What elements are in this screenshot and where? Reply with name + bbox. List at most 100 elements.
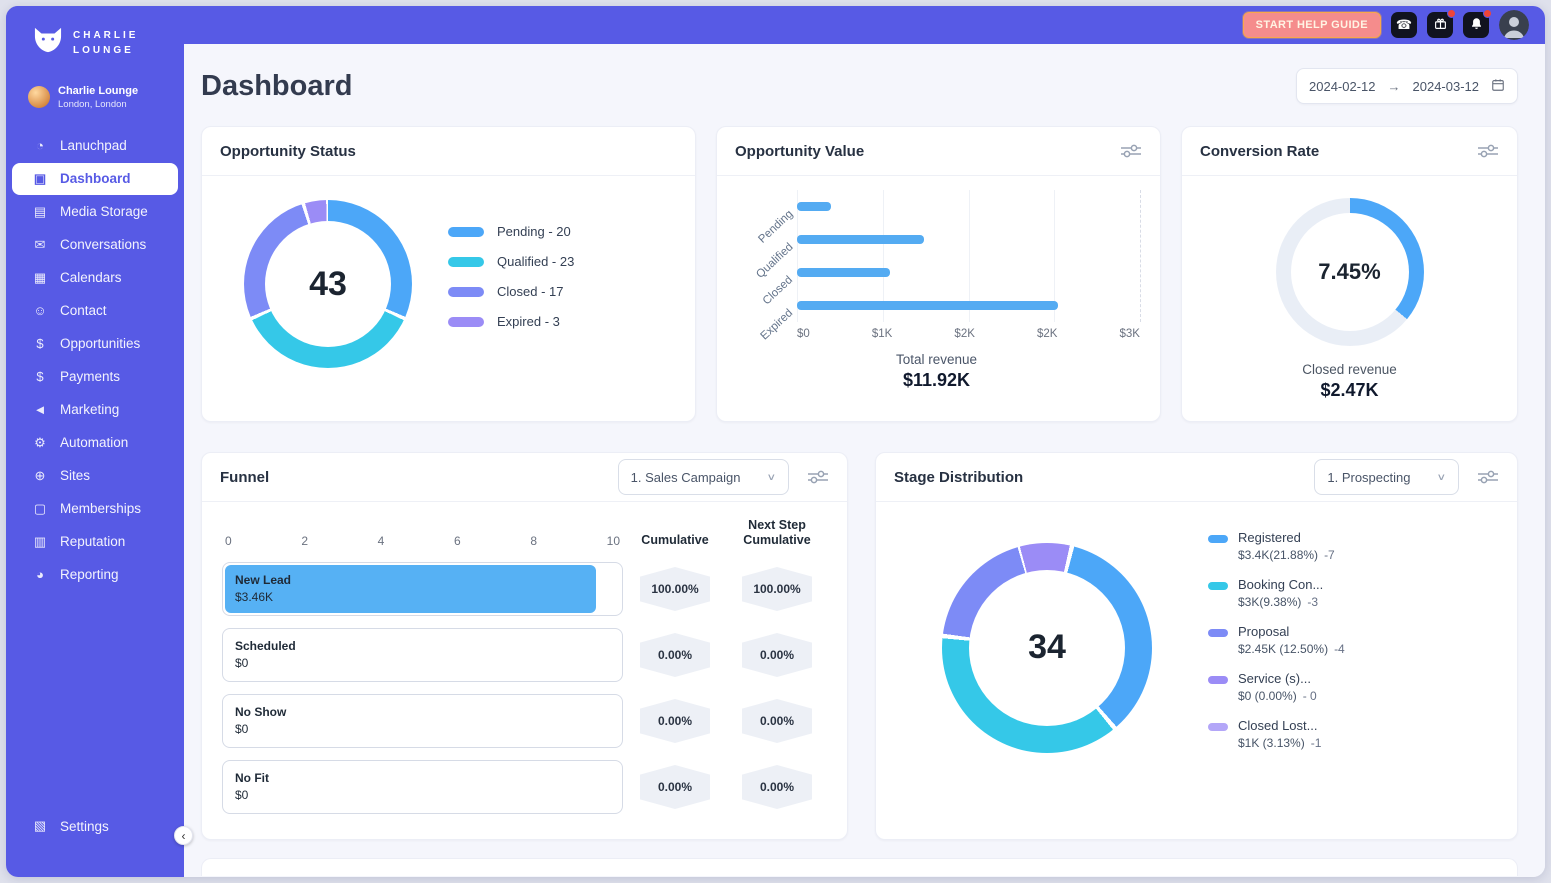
legend-count: -3 — [1307, 595, 1319, 609]
sidebar-item[interactable]: ▢ Memberships — [12, 493, 178, 525]
legend-value: $3.4K(21.88%) — [1238, 548, 1319, 562]
legend-value: $0 (0.00%) — [1238, 689, 1297, 703]
bar-row: Pending — [733, 190, 1140, 245]
stage-dropdown[interactable]: 1. Prospecting — [1314, 459, 1459, 495]
sidebar-item-icon: ▤ — [33, 203, 47, 219]
sidebar-item[interactable]: $ Payments — [12, 361, 178, 393]
account-location: London, London — [58, 98, 127, 110]
dropdown-value: 1. Prospecting — [1327, 469, 1411, 485]
funnel-stage-box: No Fit $0 — [222, 760, 623, 814]
rewards-button[interactable] — [1427, 9, 1456, 38]
sidebar-item-icon: ◕ — [36, 567, 44, 583]
sidebar-item-icon: $ — [36, 336, 44, 352]
sidebar-nav: ◔ Lanuchpad ▣ Dashboard ▤ Media Storage … — [6, 130, 184, 591]
topbar: START HELP GUIDE — [6, 6, 1545, 44]
legend-item: Expired - 3 — [448, 314, 574, 329]
sidebar-item[interactable]: ☺ Contact — [12, 295, 178, 327]
chart-settings-icon[interactable] — [807, 470, 829, 484]
closed-revenue-label: Closed revenue — [1302, 362, 1397, 377]
sidebar-item[interactable]: ✉ Conversations — [12, 229, 178, 261]
x-tick: $1K — [871, 328, 893, 340]
opportunity-status-donut: 43 — [244, 200, 412, 368]
stage-distribution-donut: 34 — [942, 542, 1152, 753]
next-step-cumulative-header: Next Step Cumulative — [743, 518, 811, 547]
bell-icon — [1470, 17, 1483, 33]
settings-icon: ▧ — [33, 818, 47, 833]
funnel-stage-value: $0 — [235, 656, 249, 671]
funnel-row: No Fit $0 0.00% 0.00% — [222, 760, 827, 814]
sidebar-collapse-button[interactable] — [174, 826, 193, 845]
axis-tick: 4 — [377, 534, 385, 548]
funnel-stage-box: No Show $0 — [222, 694, 623, 748]
chart-settings-icon[interactable] — [1477, 144, 1499, 158]
phone-icon — [1396, 17, 1412, 33]
sidebar-item[interactable]: ◄ Marketing — [12, 394, 178, 426]
opportunity-value-card: Opportunity Value — [716, 126, 1161, 422]
sidebar-item-icon: ⚙ — [34, 434, 46, 450]
sidebar-item[interactable]: ▤ Media Storage — [12, 196, 178, 228]
sidebar-item-label: Opportunities — [60, 336, 141, 352]
legend-item: Closed - 17 — [448, 284, 574, 299]
funnel-row: Scheduled $0 0.00% 0.00% — [222, 628, 827, 682]
sidebar-item-label: Conversations — [60, 237, 147, 253]
funnel-stage-name: No Show — [235, 705, 287, 719]
funnel-campaign-dropdown[interactable]: 1. Sales Campaign — [617, 459, 789, 495]
main-content: Dashboard 2024-02-12 2024-03-12 Opportun… — [184, 44, 1545, 877]
date-range-picker[interactable]: 2024-02-12 2024-03-12 — [1296, 68, 1518, 104]
chevron-down-icon — [1436, 471, 1446, 483]
legend-swatch — [448, 226, 484, 237]
cumulative-badge: 0.00% — [640, 633, 710, 677]
sidebar-item[interactable]: $ Opportunities — [12, 328, 178, 360]
sidebar-item[interactable]: ⊕ Sites — [12, 460, 178, 492]
notification-dot — [1447, 9, 1456, 18]
card-title: Funnel — [220, 468, 270, 486]
funnel-stage-bar — [225, 565, 597, 613]
page-title: Dashboard — [201, 69, 353, 102]
legend-name: Registered — [1238, 530, 1301, 545]
user-avatar[interactable] — [1499, 10, 1529, 40]
legend-swatch — [448, 286, 484, 297]
legend-item: Pending - 20 — [448, 224, 574, 239]
next-step-badge: 0.00% — [742, 765, 812, 809]
funnel-stage-value: $0 — [235, 722, 249, 737]
axis-tick: 10 — [606, 534, 620, 548]
chart-settings-icon[interactable] — [1477, 470, 1499, 484]
sidebar-item-settings[interactable]: ▧ Settings — [12, 810, 178, 842]
conversion-rate-value: 7.45% — [1318, 259, 1381, 284]
brand-line2: LOUNGE — [73, 44, 134, 56]
next-step-badge: 0.00% — [742, 699, 812, 743]
phone-button[interactable] — [1391, 12, 1417, 38]
legend-count: -7 — [1324, 548, 1335, 562]
funnel-stage-box: Scheduled $0 — [222, 628, 623, 682]
stage-distribution-card: Stage Distribution 1. Prospecting — [875, 452, 1518, 840]
legend-count: -1 — [1310, 736, 1322, 750]
card-title: Stage Distribution — [894, 468, 1024, 486]
sidebar-item-label: Payments — [60, 369, 121, 385]
sidebar-item-label: Sites — [60, 468, 91, 484]
start-help-guide-button[interactable]: START HELP GUIDE — [1242, 12, 1381, 38]
opportunity-status-card: Opportunity Status 43 Pending - 20 — [201, 126, 696, 422]
sidebar-item[interactable]: ▦ Calendars — [12, 262, 178, 294]
app-window: START HELP GUIDE — [6, 6, 1545, 877]
legend-item: Qualified - 23 — [448, 254, 574, 269]
arrow-right-icon — [1388, 79, 1401, 94]
legend-swatch — [448, 256, 484, 267]
sidebar-item[interactable]: ◔ Lanuchpad — [12, 130, 178, 162]
settings-label: Settings — [60, 818, 109, 834]
sidebar-item[interactable]: ▥ Reputation — [12, 526, 178, 558]
chart-settings-icon[interactable] — [1120, 144, 1142, 158]
sidebar-item-label: Memberships — [60, 501, 142, 517]
funnel-stage-name: New Lead — [235, 573, 292, 587]
sidebar-item[interactable]: ▣ Dashboard — [12, 162, 178, 195]
sidebar-item[interactable]: ⚙ Automation — [12, 427, 178, 459]
sidebar-item-label: Contact — [60, 303, 107, 319]
x-tick: $0 — [797, 328, 810, 340]
notifications-button[interactable] — [1463, 9, 1492, 38]
account-switcher[interactable]: Charlie Lounge London, London — [28, 85, 170, 110]
legend-name: Service (s)... — [1238, 671, 1311, 686]
sidebar-item[interactable]: ◕ Reporting — [12, 559, 178, 591]
card-title: Opportunity Value — [735, 142, 865, 160]
legend-swatch — [1208, 582, 1228, 590]
axis-tick: 0 — [225, 534, 232, 548]
legend-swatch — [1208, 723, 1228, 731]
